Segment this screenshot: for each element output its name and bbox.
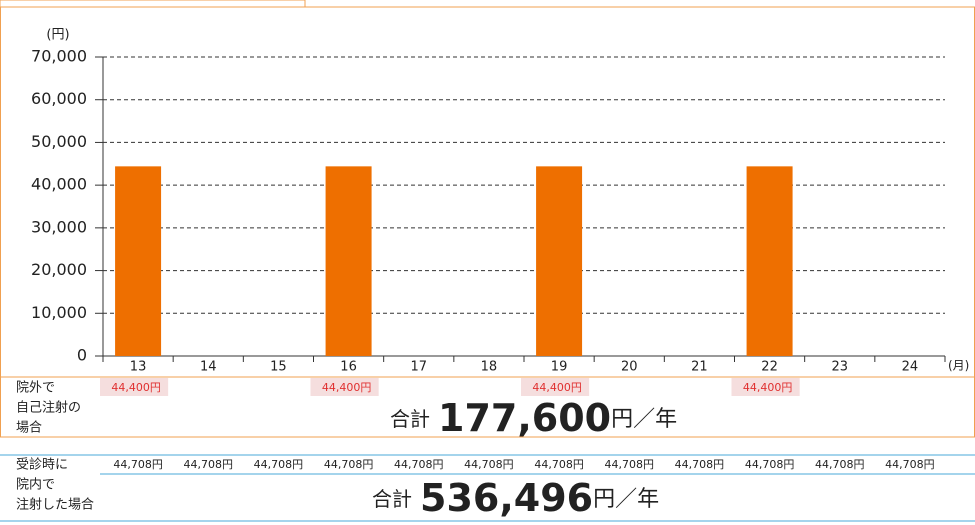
amount: 44,708円 (745, 458, 795, 471)
total-per: ／年 (615, 487, 659, 512)
row-label: 院内で (16, 477, 55, 493)
row-label: 自己注射の (16, 400, 81, 416)
y-tick-label: 60,000 (31, 89, 87, 108)
row-label: 院外で (16, 381, 55, 396)
amount: 44,708円 (534, 458, 584, 471)
total: 合計 177,600円／年 (390, 396, 677, 440)
y-tick-label: 20,000 (31, 260, 87, 279)
x-tick-label: 19 (551, 360, 568, 375)
y-tick-label: 40,000 (31, 175, 87, 194)
total-per: ／年 (633, 407, 677, 432)
x-tick-label: 24 (902, 360, 919, 375)
bar (746, 166, 793, 356)
x-tick-label: 21 (691, 360, 708, 375)
x-tick-label: 23 (831, 360, 848, 375)
value-label-bg (731, 378, 800, 396)
x-tick-label: 15 (270, 360, 287, 375)
y-tick-label: 30,000 (31, 217, 87, 236)
amount: 44,708円 (394, 458, 444, 471)
bar (115, 166, 162, 356)
row-label: 受診時に (16, 457, 68, 473)
row-label: 注射した場合 (16, 497, 94, 513)
amount: 44,708円 (254, 458, 304, 471)
amount: 44,708円 (324, 458, 374, 471)
value-label: 44,400円 (111, 381, 161, 394)
x-tick-label: 20 (621, 360, 638, 375)
amount: 44,708円 (885, 458, 935, 471)
bar (325, 166, 372, 356)
amount: 44,708円 (605, 458, 655, 471)
value-label: 44,400円 (743, 381, 793, 394)
y-axis-label: (円) (46, 28, 69, 43)
amount: 44,708円 (675, 458, 725, 471)
value-label: 44,400円 (532, 381, 582, 394)
x-tick-label: 16 (340, 360, 357, 375)
total-prefix: 合計 (372, 487, 412, 511)
amount: 44,708円 (464, 458, 514, 471)
amount: 44,708円 (815, 458, 865, 471)
tab (0, 0, 306, 8)
x-tick-label: 17 (410, 360, 427, 375)
value-label-bg (310, 378, 379, 396)
x-tick-label: 18 (481, 360, 498, 375)
total-prefix: 合計 (390, 407, 430, 431)
value-label-bg (100, 378, 169, 396)
total-amount: 177,600 (438, 396, 611, 440)
value-label-bg (521, 378, 590, 396)
x-axis-label: (月) (948, 359, 969, 373)
y-tick-label: 10,000 (31, 303, 87, 322)
total: 合計 536,496円／年 (372, 476, 659, 520)
y-tick-label: 0 (77, 346, 87, 365)
x-tick-label: 22 (761, 360, 778, 375)
row-label: 場合 (16, 421, 42, 436)
x-tick-label: 14 (200, 360, 217, 375)
total-amount: 536,496 (420, 476, 593, 520)
y-tick-label: 70,000 (31, 47, 87, 66)
total-unit: 円 (593, 487, 615, 512)
amount: 44,708円 (184, 458, 234, 471)
y-tick-label: 50,000 (31, 132, 87, 151)
amount: 44,708円 (113, 458, 163, 471)
x-tick-label: 13 (130, 360, 147, 375)
value-label: 44,400円 (322, 381, 372, 394)
total-unit: 円 (611, 407, 633, 432)
bar (536, 166, 583, 356)
